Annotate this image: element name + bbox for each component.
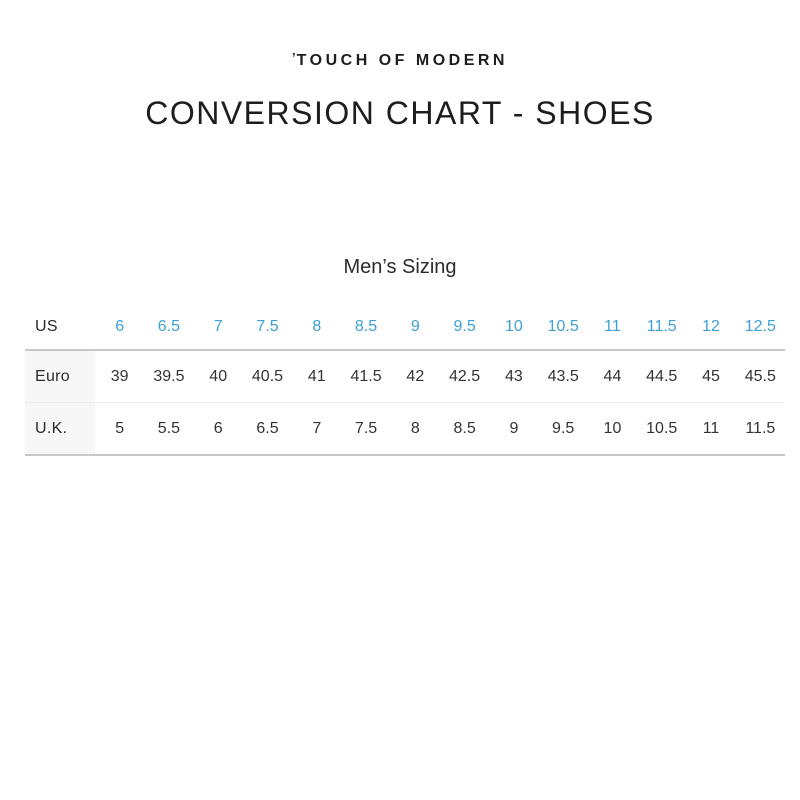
size-cell: 9.5	[552, 419, 575, 437]
row-label-us: US	[35, 317, 58, 335]
size-cell: 9.5	[453, 317, 476, 335]
size-cell: 5	[115, 419, 125, 437]
size-cell: 6	[115, 317, 125, 335]
size-cell: 40	[209, 367, 228, 385]
size-cell: 9	[509, 419, 519, 437]
size-cell: 7.5	[354, 419, 378, 437]
size-cell: 41	[307, 367, 326, 385]
size-cell: 6.5	[256, 419, 279, 437]
size-cell: 9	[410, 317, 420, 335]
size-cell: 44.5	[646, 367, 678, 385]
section-title-mens-sizing: Men’s Sizing	[343, 256, 457, 278]
size-cell: 10	[603, 419, 622, 437]
size-cell: 11.5	[646, 317, 677, 335]
size-cell: 8	[410, 419, 420, 437]
size-conversion-table: US 6 6.5 7 7.5 8 8.5 9 9.5 10 10.5 11 11…	[25, 304, 785, 456]
logo-tick-mark: ’	[292, 50, 296, 65]
size-cell: 41.5	[350, 367, 382, 385]
size-cell: 6.5	[157, 317, 181, 335]
size-cell: 10.5	[547, 317, 579, 335]
row-label-uk: U.K.	[25, 402, 95, 455]
row-label-euro: Euro	[25, 350, 95, 403]
size-cell: 43.5	[547, 367, 579, 385]
size-cell: 10	[504, 317, 523, 335]
size-cell: 7	[312, 419, 322, 437]
logo-text: TOUCH OF MODERN	[296, 52, 508, 69]
size-cell: 5.5	[157, 419, 181, 437]
size-cell: 43	[504, 367, 523, 385]
size-cell: 12.5	[744, 317, 776, 335]
size-cell: 8	[312, 317, 322, 335]
size-cell: 11	[604, 317, 621, 335]
size-cell: 10.5	[646, 419, 678, 437]
size-cell: 6	[213, 419, 223, 437]
size-cell: 42.5	[449, 367, 481, 385]
page-title: CONVERSION CHART - SHOES	[145, 95, 655, 131]
size-cell: 45.5	[744, 367, 776, 385]
table-row-euro: Euro 39 39.5 40 40.5 41 41.5 42 42.5 43 …	[25, 350, 785, 403]
size-cell: 12	[702, 317, 720, 335]
brand-logo: ’TOUCH OF MODERN	[0, 0, 800, 70]
size-cell: 39	[110, 367, 129, 385]
size-cell: 8.5	[354, 317, 378, 335]
table-row-uk: U.K. 5 5.5 6 6.5 7 7.5 8 8.5 9 9.5 10 10…	[25, 402, 785, 455]
size-cell: 44	[603, 367, 622, 385]
size-cell: 7	[213, 317, 223, 335]
size-cell: 39.5	[153, 367, 185, 385]
size-cell: 7.5	[256, 317, 279, 335]
size-cell: 11	[702, 419, 720, 437]
size-cell: 8.5	[453, 419, 476, 437]
table-row-us: US 6 6.5 7 7.5 8 8.5 9 9.5 10 10.5 11 11…	[25, 304, 785, 350]
size-cell: 42	[406, 367, 425, 385]
size-cell: 45	[702, 367, 720, 385]
size-cell: 40.5	[251, 367, 284, 385]
size-cell: 11.5	[745, 419, 776, 437]
